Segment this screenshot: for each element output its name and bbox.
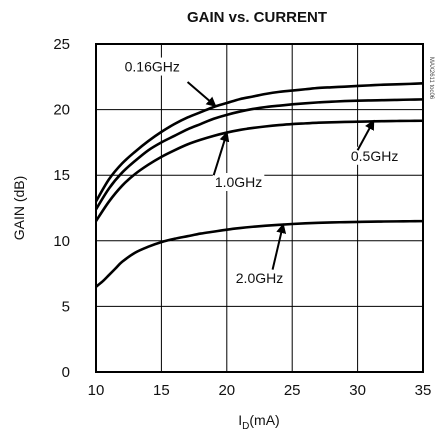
plot-frame xyxy=(95,43,424,373)
y-tick-label-15: 15 xyxy=(53,167,70,184)
x-tick-label-35: 35 xyxy=(415,382,432,399)
y-tick-labels: 0 5 10 15 20 25 xyxy=(53,36,70,381)
x-axis-label-main: I xyxy=(238,412,242,428)
series-line-2-0ghz xyxy=(95,219,424,288)
curve-arrow-0-5ghz xyxy=(356,119,375,151)
x-axis-label-sub: D xyxy=(242,421,249,432)
plot-grid xyxy=(95,43,424,373)
curve-arrow-2-0ghz xyxy=(271,223,287,270)
curve-label-0-16ghz: 0.16GHz xyxy=(125,59,180,75)
curve-label-0-5ghz: 0.5GHz xyxy=(351,148,398,164)
curve-arrow-1-0ghz xyxy=(212,131,230,176)
y-tick-label-20: 20 xyxy=(53,102,70,119)
x-tick-label-30: 30 xyxy=(349,382,366,399)
curve-label-bg-0-5ghz xyxy=(348,146,401,165)
curve-label-bg-1-0ghz xyxy=(212,173,265,192)
chart-title: GAIN vs. CURRENT xyxy=(187,9,327,26)
curve-label-1-0ghz: 1.0GHz xyxy=(215,174,262,190)
y-tick-label-0: 0 xyxy=(62,364,70,381)
curve-label-2-0ghz: 2.0GHz xyxy=(236,270,283,286)
series-line-0-5ghz xyxy=(94,98,424,210)
x-tick-label-15: 15 xyxy=(153,382,170,399)
curve-label-bg-0-16ghz xyxy=(122,57,182,76)
x-tick-label-25: 25 xyxy=(284,382,301,399)
y-tick-label-25: 25 xyxy=(53,36,70,53)
x-axis-label: ID(mA) xyxy=(238,412,279,432)
y-tick-label-5: 5 xyxy=(62,298,70,315)
x-tick-label-10: 10 xyxy=(88,382,105,399)
curve-label-bg-2-0ghz xyxy=(233,268,286,287)
y-axis-label: GAIN (dB) xyxy=(11,176,27,241)
series-line-0-16ghz xyxy=(94,82,424,203)
curve-arrow-0-16ghz xyxy=(186,81,217,107)
part-code-watermark: MAX2611 toc06 xyxy=(428,57,434,100)
x-tick-labels: 10 15 20 25 30 35 xyxy=(88,382,432,399)
series-line-1-0ghz xyxy=(94,119,424,222)
curve-annotations: 0.16GHz 0.5GHz 1.0GHz 2.0GHz xyxy=(122,57,401,287)
x-axis-label-unit: (mA) xyxy=(249,412,279,428)
y-tick-label-10: 10 xyxy=(53,233,70,250)
x-tick-label-20: 20 xyxy=(218,382,235,399)
